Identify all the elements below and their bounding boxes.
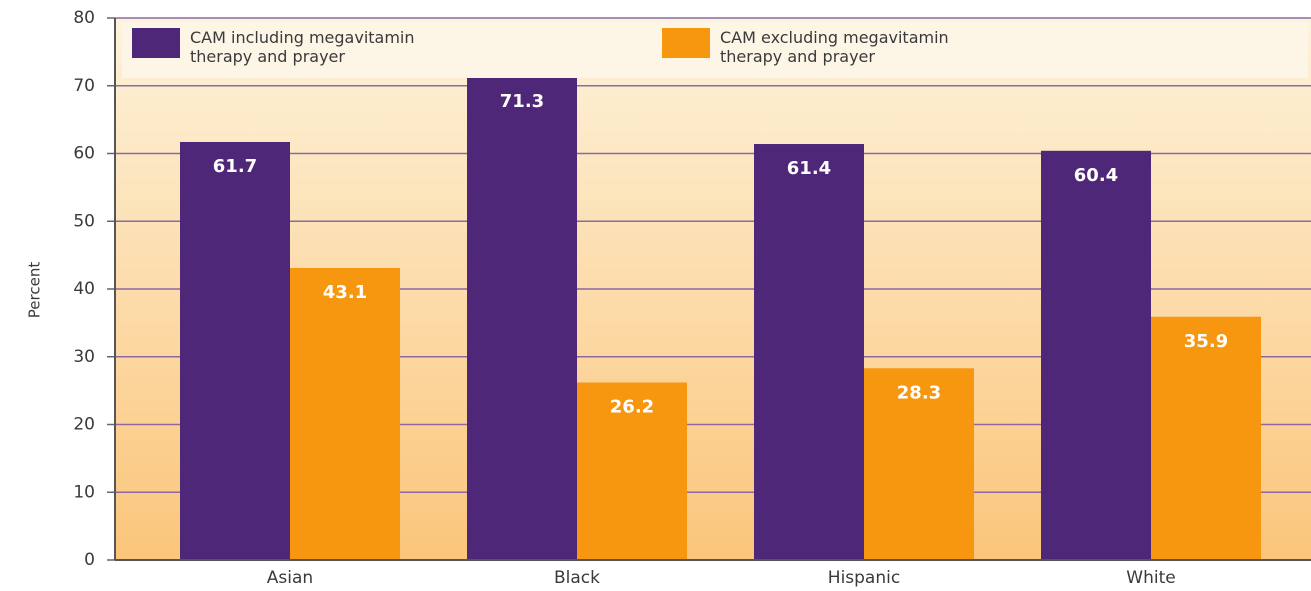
y-tick-label: 40 — [73, 279, 95, 299]
bar — [754, 144, 864, 560]
legend: CAM including megavitamin therapy and pr… — [122, 22, 1308, 78]
value-label: 28.3 — [897, 382, 941, 403]
bar — [864, 368, 974, 560]
x-tick-label: Asian — [267, 568, 313, 588]
bar — [1041, 150, 1151, 561]
x-tick-label: Black — [554, 568, 600, 588]
bar — [467, 76, 577, 560]
bar — [1151, 316, 1261, 560]
value-label: 61.7 — [213, 156, 257, 177]
y-axis-label: Percent — [26, 262, 44, 319]
legend-label: CAM including megavitamin therapy and pr… — [190, 28, 415, 66]
value-label: 35.9 — [1184, 331, 1228, 352]
y-tick-label: 60 — [73, 144, 95, 164]
x-tick-label: Hispanic — [828, 568, 900, 588]
value-label: 26.2 — [610, 396, 654, 417]
y-tick-label: 70 — [73, 76, 95, 96]
y-tick-label: 20 — [73, 415, 95, 435]
legend-swatch — [662, 28, 710, 58]
value-label: 60.4 — [1074, 165, 1118, 186]
y-tick-label: 0 — [84, 550, 95, 570]
legend-label: CAM excluding megavitamin therapy and pr… — [720, 28, 949, 66]
value-label: 71.3 — [500, 91, 544, 112]
y-tick-label: 30 — [73, 347, 95, 367]
bar — [180, 141, 290, 561]
legend-swatch — [132, 28, 180, 58]
y-tick-label: 10 — [73, 482, 95, 502]
legend-entry: CAM including megavitamin therapy and pr… — [122, 22, 652, 78]
y-tick-label: 80 — [73, 8, 95, 28]
value-label: 43.1 — [323, 282, 367, 303]
x-tick-label: White — [1126, 568, 1175, 588]
y-tick-label: 50 — [73, 211, 95, 231]
bar — [290, 267, 400, 560]
value-label: 61.4 — [787, 158, 831, 179]
legend-entry: CAM excluding megavitamin therapy and pr… — [652, 22, 1182, 78]
bar — [577, 382, 687, 560]
